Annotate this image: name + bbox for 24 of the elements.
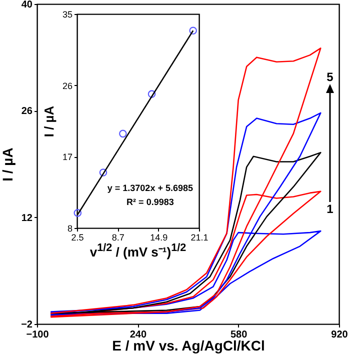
x-tick-label: 240 — [130, 330, 147, 340]
x-tick-label: 21.1 — [190, 232, 208, 242]
annotation: 1 — [326, 202, 334, 216]
x-tick-label: 580 — [230, 330, 248, 340]
x-axis-title: E / mV vs. Ag/AgCl/KCl — [112, 338, 265, 354]
annotation: y = 1.3702x + 5.6985 — [107, 183, 193, 193]
y-tick-label: 26 — [21, 106, 33, 118]
y-tick-label: −2 — [21, 320, 33, 330]
annotation: R² = 0.9983 — [126, 197, 174, 207]
y-tick-label: 40 — [21, 0, 33, 10]
y-tick-label: 17 — [62, 152, 72, 162]
x-tick-label: −100 — [26, 330, 50, 340]
annotation: 5 — [326, 70, 334, 84]
y-tick-label: 8 — [67, 224, 72, 234]
y-tick-label: 35 — [62, 10, 72, 20]
y-tick-label: 26 — [62, 80, 72, 91]
x-tick-label: 8.7 — [112, 232, 124, 242]
y-axis-title: I / µA — [41, 105, 56, 138]
y-axis-title: I / µA — [0, 148, 16, 182]
x-tick-label: 2.5 — [71, 232, 84, 242]
y-tick-label: 12 — [21, 212, 33, 224]
x-tick-label: 14.9 — [150, 232, 168, 242]
x-tick-label: 920 — [331, 330, 348, 340]
x-axis-title: v$^{1/2}$ / (mV s⁻¹)$^{1/2}$ — [88, 242, 188, 260]
